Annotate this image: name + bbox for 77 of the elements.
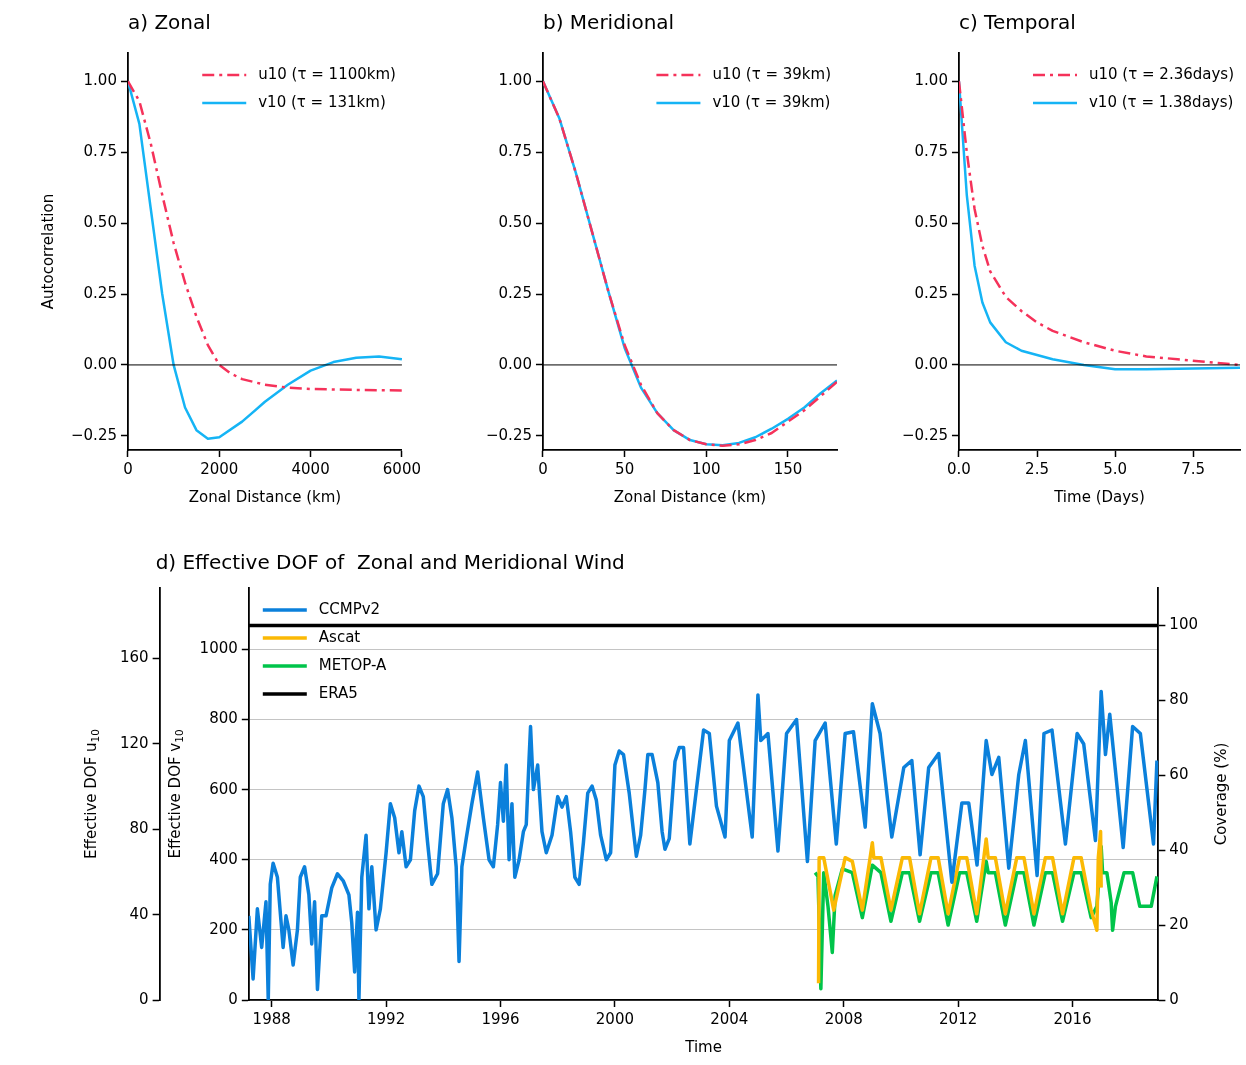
legend-label: METOP-A: [318, 655, 387, 674]
chart-title: a) Zonal: [127, 10, 211, 35]
y3-tick-label: 80: [129, 819, 149, 838]
y-tick-label: 0.00: [914, 354, 948, 373]
x-tick-label: 0.0: [947, 459, 971, 478]
y-axis-title: Autocorrelation: [38, 193, 57, 310]
x-tick-label: 0: [538, 459, 548, 478]
legend-label: u10 (τ = 2.36days): [1089, 64, 1235, 83]
x-tick-label: 2000: [200, 459, 239, 478]
y-tick-label: 0.75: [83, 142, 117, 161]
x-tick-label: 2004: [710, 1009, 749, 1028]
y-tick-label: 0: [228, 989, 238, 1008]
y-tick-label: −0.25: [486, 425, 532, 444]
y-tick-label: 0.50: [83, 213, 117, 232]
x-axis-title: Zonal Distance (km): [188, 487, 342, 506]
y-tick-label: 1.00: [914, 71, 948, 90]
y-tick-label: 0.25: [498, 283, 532, 302]
y-tick-label: 600: [209, 779, 238, 798]
x-tick-label: 2016: [1053, 1009, 1092, 1028]
chart-title: c) Temporal: [958, 10, 1076, 35]
x-tick-label: 4000: [291, 459, 330, 478]
x-tick-label: 150: [773, 459, 803, 478]
x-tick-label: 1996: [481, 1009, 520, 1028]
y-tick-label: 0.25: [914, 283, 948, 302]
x-axis-title: Time (Days): [1053, 487, 1145, 506]
y3-axis-title: Effective DOF u10: [81, 729, 102, 859]
x-tick-label: 1988: [252, 1009, 291, 1028]
y-tick-label: 1.00: [83, 71, 117, 90]
y-tick-label: −0.25: [71, 425, 117, 444]
x-tick-label: 50: [615, 459, 635, 478]
y-tick-label: 0.00: [498, 354, 532, 373]
y2-tick-label: 0: [1169, 989, 1179, 1008]
legend-label: ERA5: [318, 683, 358, 702]
legend-label: v10 (τ = 131km): [258, 92, 386, 111]
legend-label: v10 (τ = 39km): [712, 92, 831, 111]
x-tick-label: 1992: [367, 1009, 406, 1028]
y-tick-label: −0.25: [902, 425, 948, 444]
y-tick-label: 400: [209, 849, 238, 868]
y3-tick-label: 40: [129, 904, 149, 923]
y-tick-label: 200: [209, 919, 238, 938]
legend-label: Ascat: [318, 627, 361, 646]
legend-label: u10 (τ = 39km): [712, 64, 832, 83]
y2-axis-title: Coverage (%): [1211, 742, 1230, 846]
x-tick-label: 100: [692, 459, 721, 478]
x-tick-label: 7.5: [1181, 459, 1206, 478]
y-tick-label: 0.25: [83, 283, 117, 302]
x-tick-label: 6000: [382, 459, 422, 478]
x-axis-title: Zonal Distance (km): [613, 487, 767, 506]
chart-title: b) Meridional: [542, 10, 675, 35]
x-tick-label: 0: [123, 459, 133, 478]
legend-label: u10 (τ = 1100km): [258, 64, 396, 83]
y2-tick-label: 20: [1169, 914, 1189, 933]
y-tick-label: 1.00: [498, 71, 532, 90]
x-tick-label: 2.5: [1025, 459, 1049, 478]
y-tick-label: 800: [209, 709, 238, 728]
y-tick-label: 0.50: [498, 213, 532, 232]
y-tick-label: 0.75: [498, 142, 532, 161]
x-tick-label: 2008: [824, 1009, 863, 1028]
y2-tick-label: 60: [1169, 765, 1189, 784]
x-tick-label: 2012: [939, 1009, 978, 1028]
y3-tick-label: 160: [119, 648, 149, 667]
y2-tick-label: 40: [1169, 840, 1189, 859]
y2-tick-label: 100: [1169, 615, 1199, 634]
y-tick-label: 0.75: [914, 142, 948, 161]
y-tick-label: 0.00: [83, 354, 117, 373]
x-tick-label: 2000: [595, 1009, 635, 1028]
y-tick-label: 1000: [199, 639, 238, 658]
y3-tick-label: 120: [119, 733, 149, 752]
y-axis-title: Effective DOF v10: [165, 729, 185, 859]
y2-tick-label: 80: [1169, 690, 1189, 709]
chart-title: d) Effective DOF of Zonal and Meridional Wind: [155, 550, 625, 575]
y-tick-label: 0.50: [914, 213, 948, 232]
legend-label: CCMPv2: [318, 599, 381, 618]
legend-label: v10 (τ = 1.38days): [1089, 92, 1234, 111]
x-axis-title: Time: [684, 1037, 722, 1056]
x-tick-label: 5.0: [1103, 459, 1128, 478]
y3-tick-label: 0: [139, 989, 149, 1008]
